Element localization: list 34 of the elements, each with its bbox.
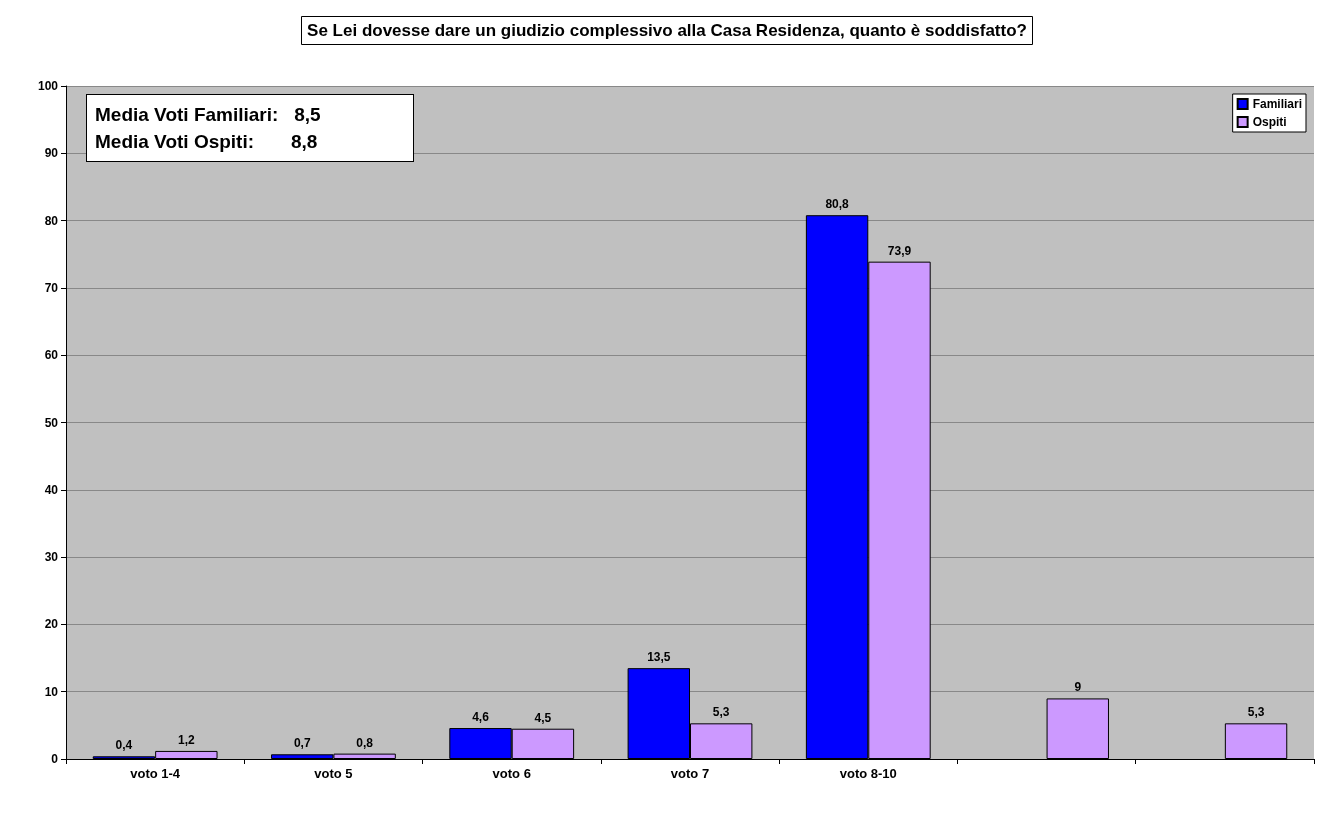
data-label: 5,3 (712, 705, 730, 720)
data-label: 0,7 (293, 736, 311, 751)
y-tick-label: 10 (44, 684, 59, 699)
y-tick-label: 100 (37, 79, 59, 93)
legend-label: Familiari (1252, 97, 1303, 111)
data-label: 9 (1074, 680, 1082, 695)
x-tick-label: voto 7 (670, 766, 710, 781)
data-label: 1,2 (178, 732, 196, 747)
x-tick-label: voto 6 (492, 766, 531, 781)
data-label: 5,3 (1247, 705, 1265, 720)
data-label: 0,4 (115, 738, 133, 753)
y-tick-label: 0 (51, 752, 59, 766)
y-tick-label: 80 (44, 213, 59, 228)
x-tick-label: voto 5 (314, 766, 353, 781)
y-tick-label: 30 (44, 550, 59, 565)
data-label: 4,5 (534, 710, 552, 725)
annotation: Media Voti Familiari: 8,5 (95, 103, 322, 127)
annotation: Media Voti Ospiti: 8,8 (95, 130, 319, 154)
legend-label: Ospiti (1252, 115, 1287, 129)
data-label: 73,9 (887, 243, 912, 258)
x-tick-label: voto 1-4 (130, 766, 181, 781)
data-label: 0,8 (356, 735, 374, 750)
data-label: 80,8 (825, 197, 850, 212)
chart-title: Se Lei dovesse dare un giudizio complessivo alla Casa Residenza, quanto è soddisfatto? (307, 21, 1027, 40)
y-tick-label: 60 (44, 348, 59, 363)
data-label: 13,5 (647, 650, 671, 665)
y-tick-label: 20 (44, 617, 59, 632)
y-tick-label: 90 (44, 146, 59, 161)
y-tick-label: 50 (44, 415, 59, 430)
y-tick-label: 70 (44, 280, 59, 295)
note-box: Media Voti Familiari: 8,5 Media Voti Ospiti: 8,8 (86, 94, 414, 162)
x-tick-label: voto 8-10 (839, 766, 897, 781)
y-tick-label: 40 (44, 482, 59, 497)
data-label: 4,6 (472, 710, 490, 725)
